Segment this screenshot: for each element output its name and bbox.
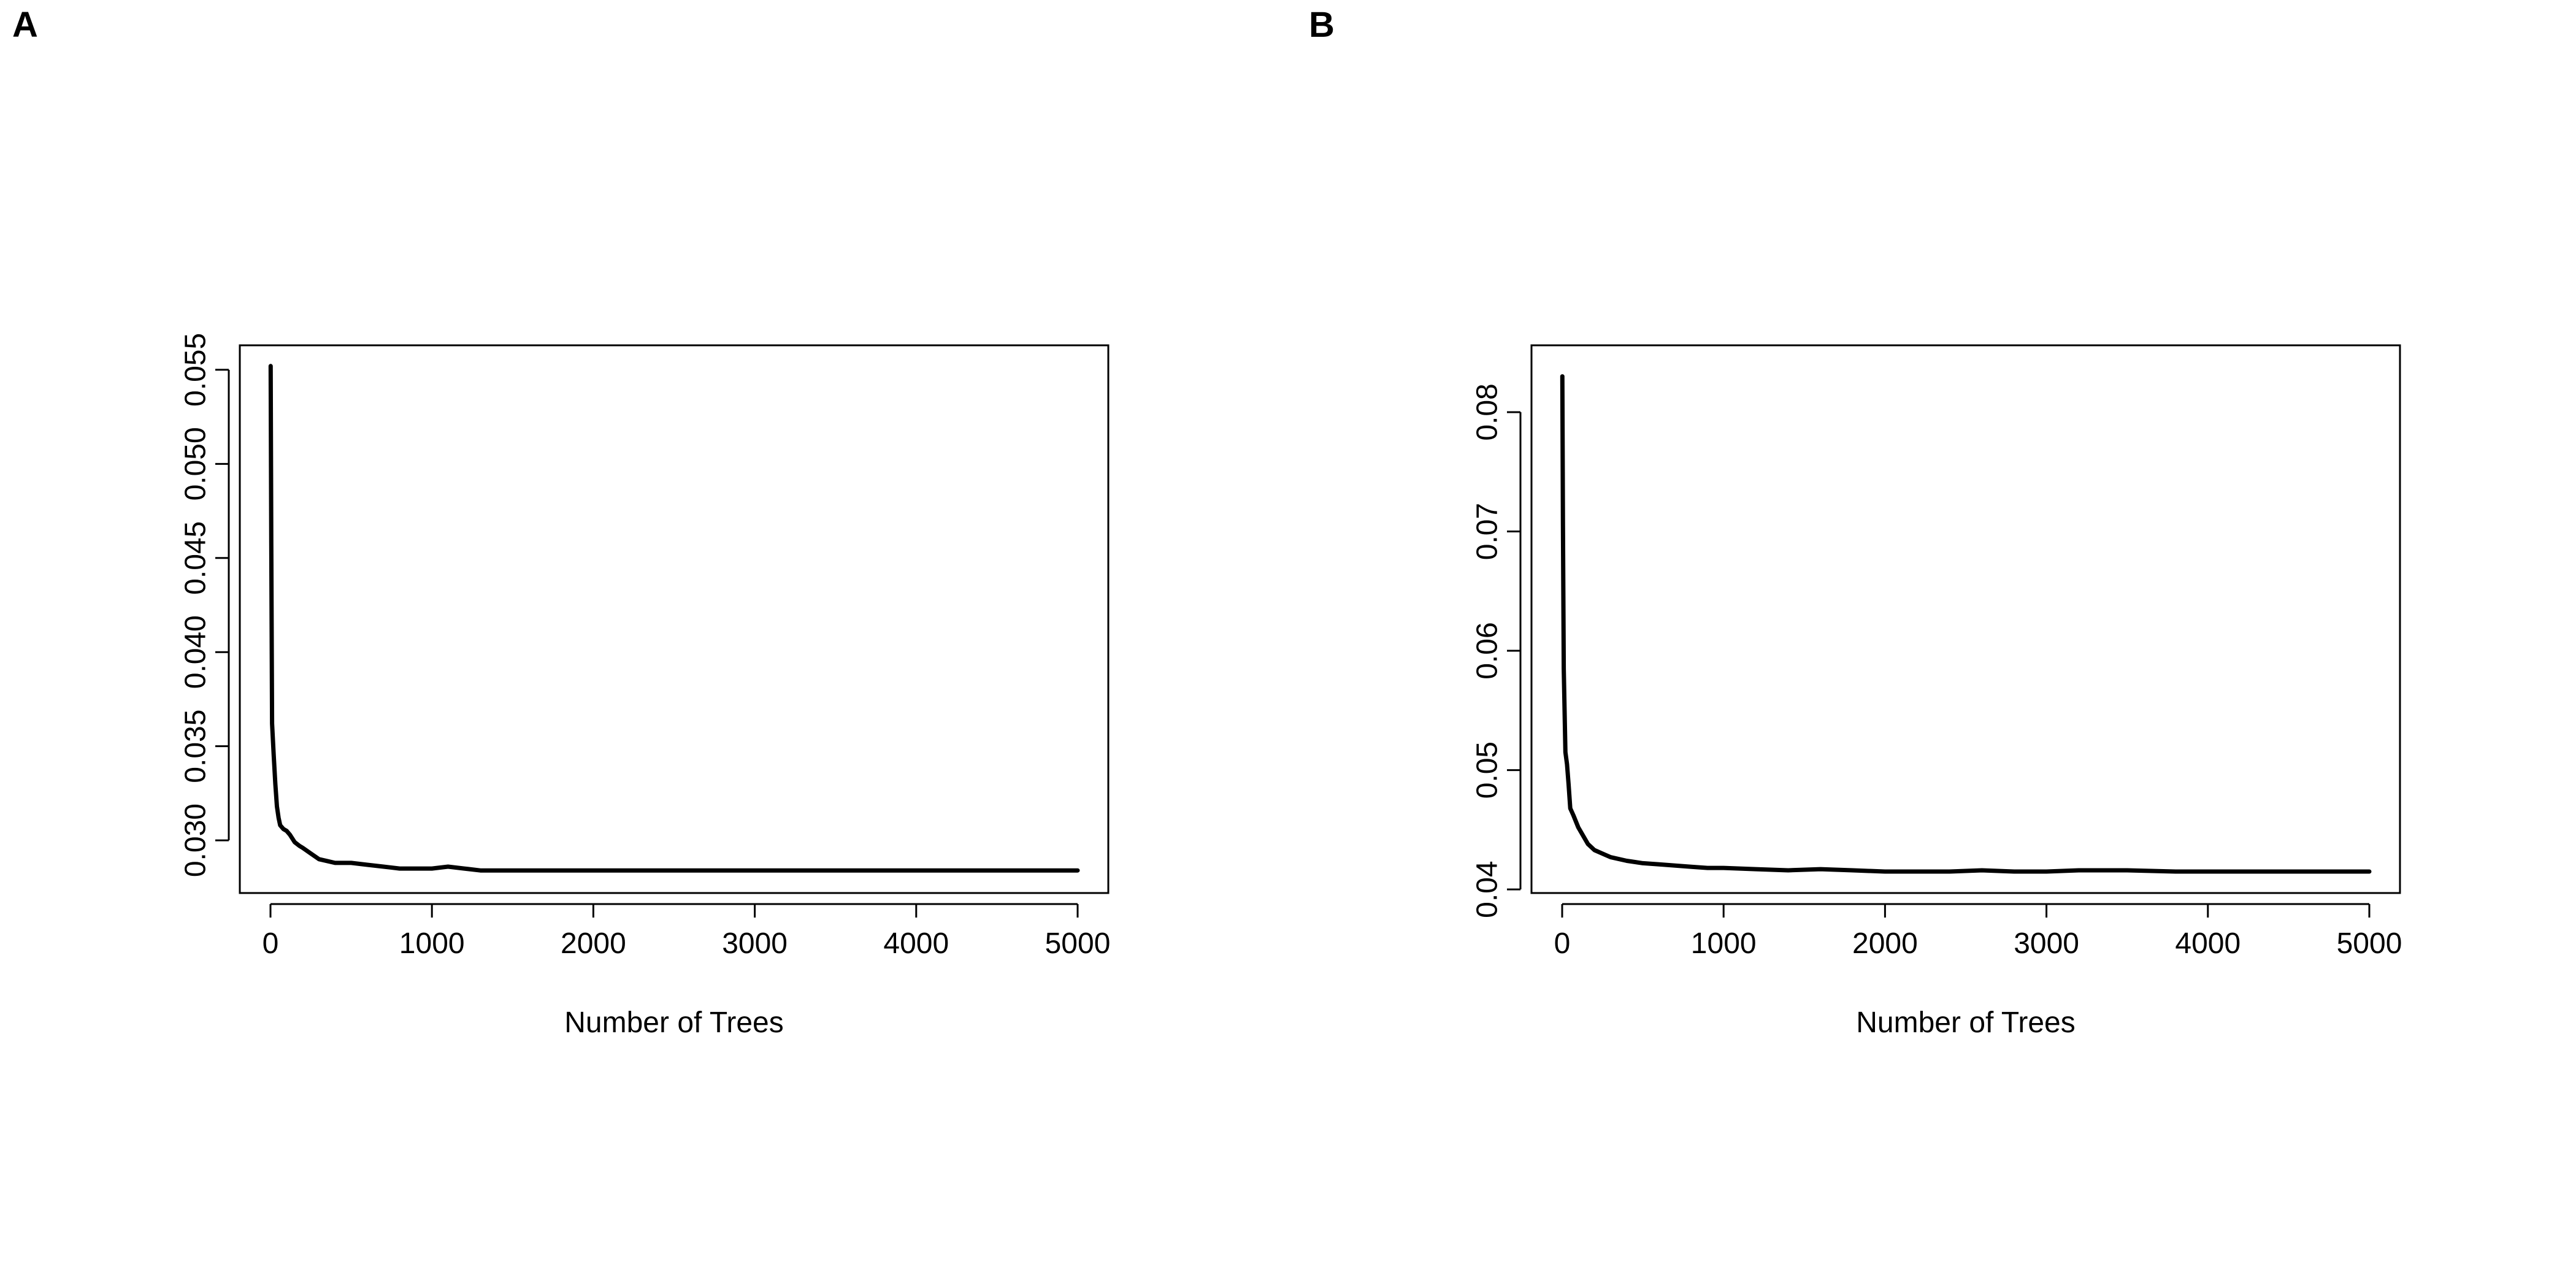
x-tick-label-a: 3000 (722, 927, 788, 960)
y-tick-label-b: 0.06 (1471, 622, 1504, 679)
panel-label-b: B (1309, 5, 1335, 45)
y-tick-label-a: 0.055 (180, 333, 212, 407)
x-tick-label-a: 2000 (561, 927, 626, 960)
series-line-a (268, 364, 1080, 873)
y-tick-label-b: 0.05 (1471, 742, 1504, 799)
y-tick-label-a: 0.030 (180, 803, 212, 877)
plot-frame-b (1530, 344, 2401, 894)
chart-panel-a: 0 1000 2000 3000 4000 5000 0.030 0.035 0.040 0.04… (180, 333, 1111, 1039)
y-tick-label-a: 0.045 (180, 521, 212, 595)
x-tick-label-a: 1000 (399, 927, 465, 960)
y-tick-label-a: 0.040 (180, 615, 212, 689)
x-axis-title-b: Number of Trees (1856, 1006, 2075, 1039)
x-tick-label-a: 4000 (883, 927, 949, 960)
chart-panel-b: 0 1000 2000 3000 4000 5000 0.04 0.05 0.06 0.07 0.0… (1471, 344, 2402, 1039)
plot-frame-a (239, 344, 1110, 894)
x-tick-label-a: 5000 (1045, 927, 1111, 960)
y-tick-label-b: 0.07 (1471, 503, 1504, 560)
x-tick-label-b: 2000 (1852, 927, 1918, 960)
x-tick-label-b: 3000 (2014, 927, 2079, 960)
x-axis-title-a: Number of Trees (564, 1006, 783, 1039)
x-tick-label-b: 4000 (2175, 927, 2241, 960)
panel-label-a: A (12, 5, 38, 45)
y-tick-label-a: 0.050 (180, 427, 212, 500)
series-line-b (1560, 374, 2372, 874)
x-tick-label-b: 0 (1554, 927, 1571, 960)
y-tick-label-b: 0.08 (1471, 383, 1504, 440)
x-tick-label-b: 5000 (2337, 927, 2402, 960)
y-tick-label-b: 0.04 (1471, 861, 1504, 918)
y-tick-label-a: 0.035 (180, 710, 212, 783)
x-tick-label-b: 1000 (1691, 927, 1757, 960)
x-tick-label-a: 0 (263, 927, 279, 960)
